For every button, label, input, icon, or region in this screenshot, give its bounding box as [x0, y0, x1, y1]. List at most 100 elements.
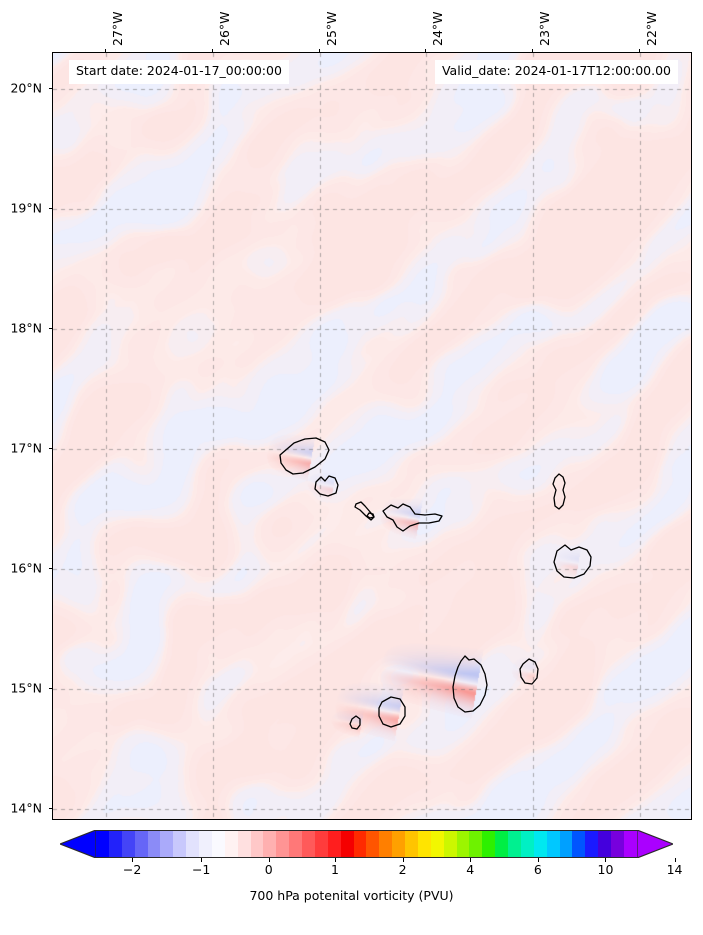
- colorbar-tick-label: 1: [330, 862, 339, 877]
- colorbar-segment: [108, 831, 122, 857]
- colorbar-segment: [430, 831, 444, 857]
- colorbar-segment: [250, 831, 264, 857]
- colorbar-segment: [211, 831, 225, 857]
- latitude-tick-label: 18°N: [10, 320, 42, 336]
- colorbar-tick-label: 10: [597, 862, 614, 877]
- latitude-tick-label: 14°N: [10, 800, 42, 816]
- colorbar-tick-label: −2: [122, 862, 142, 877]
- latitude-axis: 14°N 15°N 16°N 17°N 18°N 19°N 20°N: [0, 0, 47, 935]
- colorbar-segment: [314, 831, 328, 857]
- colorbar-gradient[interactable]: [96, 830, 637, 858]
- colorbar-tickmark: [470, 858, 472, 862]
- colorbar-segment: [276, 831, 290, 857]
- colorbar-segment: [533, 831, 547, 857]
- longitude-tick-label: 26°W: [217, 11, 232, 46]
- longitude-tick-label: 27°W: [110, 11, 126, 46]
- colorbar-segment: [340, 831, 354, 857]
- colorbar-segment: [327, 831, 341, 857]
- longitude-tick-label: 24°W: [430, 11, 446, 46]
- longitude-tickmark: [425, 48, 427, 52]
- colorbar-segment: [289, 831, 302, 857]
- latitude-tick-label: 19°N: [10, 200, 42, 216]
- longitude-tickmark: [532, 48, 533, 52]
- latitude-tickmark: [48, 688, 52, 689]
- colorbar-segment: [302, 831, 315, 857]
- colorbar-tick-label: 14: [666, 862, 683, 877]
- colorbar-segment: [598, 831, 611, 857]
- colorbar-tickmark: [334, 858, 336, 862]
- island-sao-nicolau: [382, 503, 443, 532]
- latitude-tickmark: [48, 208, 52, 209]
- island-maio: [519, 658, 539, 685]
- island-santa-luzia: [354, 501, 375, 521]
- colorbar-segment: [199, 831, 212, 857]
- latitude-tickmark: [48, 568, 52, 569]
- island-fogo: [378, 696, 406, 728]
- colorbar-segment: [572, 831, 586, 857]
- colorbar-segment: [173, 831, 187, 857]
- longitude-tick-label: 22°W: [643, 11, 659, 46]
- valid-date-annotation: Valid_date: 2024-01-17T12:00:00.00: [434, 60, 678, 84]
- colorbar-segment: [546, 831, 560, 857]
- colorbar-under-arrow: [60, 830, 96, 858]
- colorbar-segment: [495, 831, 508, 857]
- latitude-tickmark: [48, 808, 52, 809]
- island-coastlines: [279, 437, 592, 730]
- longitude-tickmark: [105, 48, 107, 52]
- colorbar-tick-label: −1: [191, 862, 211, 877]
- colorbar-over-arrow: [637, 830, 673, 858]
- colorbar-segment: [623, 831, 637, 857]
- colorbar-segment: [160, 831, 174, 857]
- potential-vorticity-field: [53, 53, 691, 819]
- longitude-axis: 27°W 26°W 25°W 24°W 23°W 22°W: [0, 0, 703, 52]
- longitude-tick-label: 23°W: [537, 11, 552, 46]
- colorbar-segment: [134, 831, 148, 857]
- colorbar-segment: [366, 831, 380, 857]
- colorbar-tick-label: 2: [398, 862, 407, 877]
- colorbar-segment: [482, 831, 496, 857]
- island-santo-antao: [279, 437, 330, 475]
- longitude-tick-label: 25°W: [323, 11, 339, 46]
- colorbar-label: 700 hPa potenital vorticity (PVU): [249, 888, 454, 903]
- latitude-tick-label: 15°N: [10, 680, 42, 696]
- colorbar-segment: [559, 831, 573, 857]
- latitude-tick-label: 17°N: [10, 440, 42, 456]
- colorbar-segment: [469, 831, 483, 857]
- island-sao-vicente: [314, 475, 339, 497]
- map-axes[interactable]: Start date: 2024-01-17_00:00:00 Valid_da…: [52, 52, 692, 820]
- colorbar-segment: [456, 831, 470, 857]
- colorbar-segment: [186, 831, 199, 857]
- colorbar-segment: [508, 831, 521, 857]
- colorbar-segment: [417, 831, 431, 857]
- colorbar-segment: [96, 831, 109, 857]
- colorbar-tickmark: [537, 858, 539, 862]
- colorbar-segment: [353, 831, 367, 857]
- colorbar-tickmark: [201, 858, 203, 862]
- latitude-tick-label: 20°N: [10, 80, 42, 96]
- latitude-tickmark: [48, 88, 52, 89]
- colorbar-tick-label: 6: [533, 862, 542, 877]
- colorbar-segment: [611, 831, 624, 857]
- latitude-tickmark: [48, 448, 52, 449]
- colorbar-segment: [392, 831, 405, 857]
- colorbar-tickmark: [674, 858, 676, 862]
- colorbar-tickmark: [605, 858, 607, 862]
- colorbar-segment: [121, 831, 135, 857]
- colorbar-segment: [405, 831, 418, 857]
- island-raso: [366, 512, 375, 519]
- colorbar[interactable]: −2 −1 0 1 2 4 6 10 14 700 hPa potenital vorticit…: [0, 826, 703, 935]
- colorbar-segment: [224, 831, 238, 857]
- colorbar-tick-label: 4: [466, 862, 475, 877]
- colorbar-segment: [520, 831, 534, 857]
- colorbar-segment: [237, 831, 251, 857]
- island-boa-vista: [553, 544, 592, 579]
- colorbar-tick-label: 0: [264, 862, 273, 877]
- colorbar-segment: [379, 831, 393, 857]
- latitude-tick-label: 16°N: [10, 560, 42, 576]
- longitude-tickmark: [212, 48, 213, 52]
- island-sal: [552, 473, 566, 510]
- colorbar-tickmark: [402, 858, 404, 862]
- longitude-tickmark: [318, 48, 320, 52]
- colorbar-segment: [263, 831, 277, 857]
